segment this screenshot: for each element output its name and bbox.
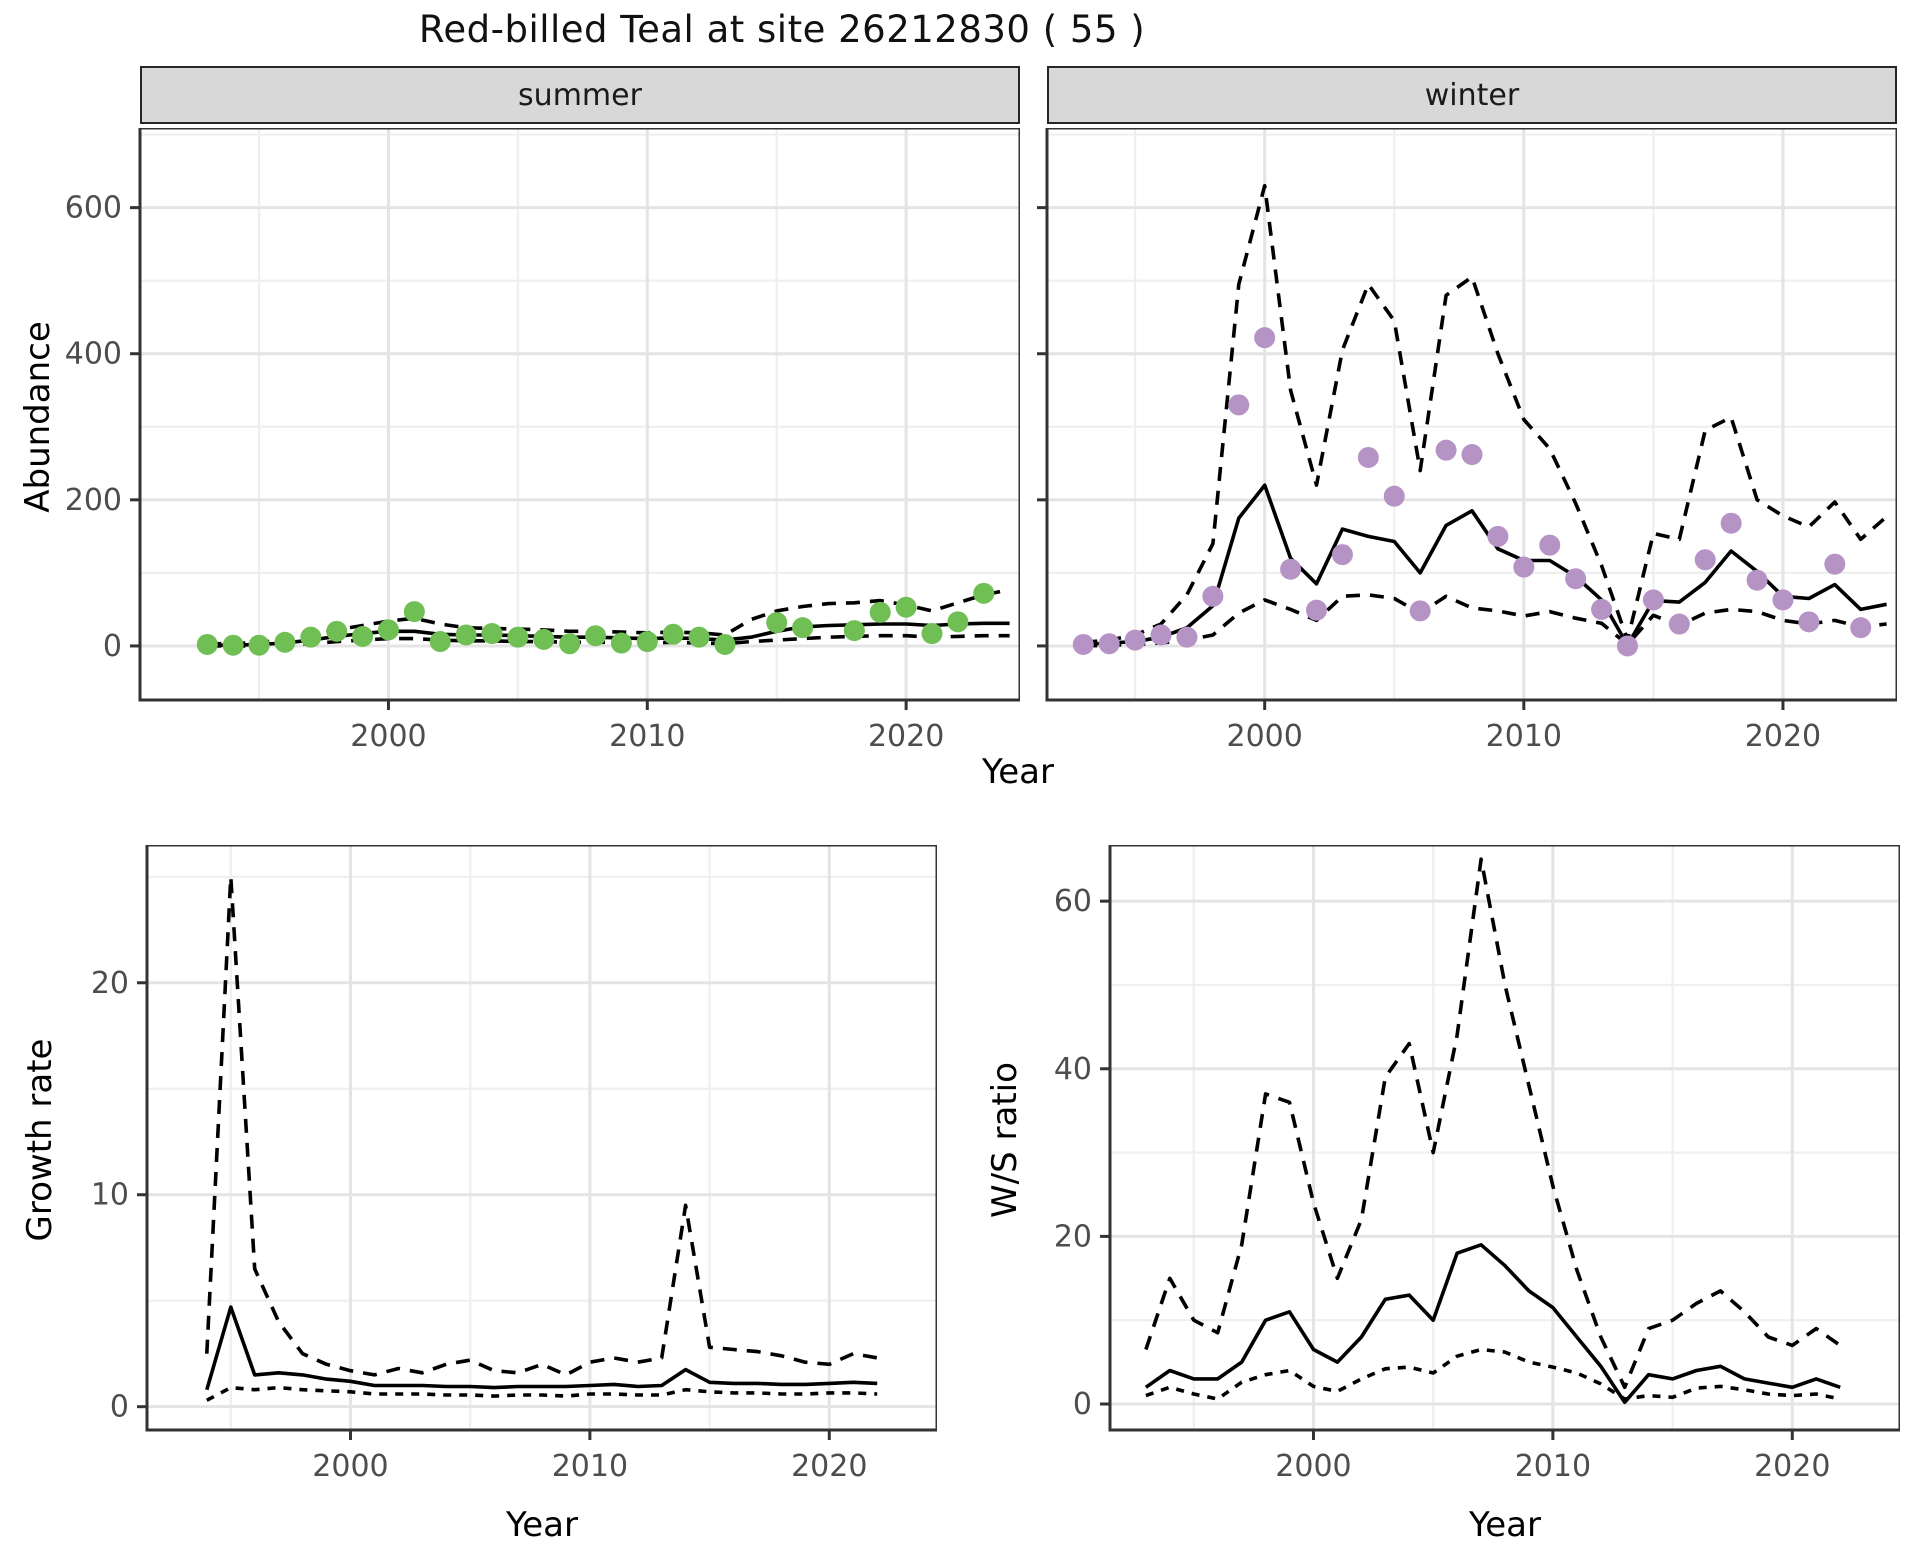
svg-text:2010: 2010 — [552, 1449, 628, 1484]
summer-abundance-chart: 2000 2010 2020 0 200 400 600 — [65, 128, 1020, 754]
x-axis-title-year-top: Year — [982, 752, 1054, 792]
svg-text:2020: 2020 — [868, 719, 944, 754]
svg-text:600: 600 — [65, 191, 122, 226]
facet-strip-winter: winter — [1047, 66, 1897, 124]
svg-text:2010: 2010 — [1486, 719, 1562, 754]
svg-text:60: 60 — [1054, 884, 1092, 919]
svg-text:400: 400 — [65, 337, 122, 372]
svg-text:20: 20 — [1054, 1219, 1092, 1254]
svg-text:2010: 2010 — [1515, 1449, 1591, 1484]
x-axis-title-year-growth: Year — [506, 1505, 578, 1545]
svg-text:20: 20 — [91, 966, 129, 1001]
svg-text:2000: 2000 — [350, 719, 426, 754]
svg-text:10: 10 — [91, 1178, 129, 1213]
svg-text:0: 0 — [103, 629, 122, 664]
y-axis-title-abundance: Abundance — [18, 321, 58, 513]
svg-text:2020: 2020 — [1754, 1449, 1830, 1484]
growth-rate-chart: 2000 2010 2020 0 10 20 — [91, 845, 937, 1484]
ws-ratio-chart: 2000 2010 2020 0 20 40 60 — [1054, 845, 1900, 1484]
y-axis-title-ws-ratio: W/S ratio — [985, 1062, 1025, 1218]
svg-text:2010: 2010 — [609, 719, 685, 754]
svg-text:40: 40 — [1054, 1052, 1092, 1087]
facet-strip-summer: summer — [140, 66, 1020, 124]
svg-text:2000: 2000 — [1275, 1449, 1351, 1484]
svg-text:2020: 2020 — [791, 1449, 867, 1484]
page-title: Red-billed Teal at site 26212830 ( 55 ) — [418, 8, 1146, 51]
svg-text:0: 0 — [110, 1390, 129, 1425]
x-axis-title-year-ws: Year — [1469, 1505, 1541, 1545]
svg-text:0: 0 — [1073, 1387, 1092, 1422]
svg-text:2020: 2020 — [1745, 719, 1821, 754]
svg-text:2000: 2000 — [1227, 719, 1303, 754]
facet-strip-summer-label: summer — [518, 77, 642, 113]
winter-abundance-chart: 2000 2010 2020 — [1037, 128, 1897, 754]
facet-strip-winter-label: winter — [1424, 77, 1520, 113]
y-axis-title-growth-rate: Growth rate — [20, 1038, 60, 1242]
svg-text:2000: 2000 — [312, 1449, 388, 1484]
svg-text:200: 200 — [65, 483, 122, 518]
